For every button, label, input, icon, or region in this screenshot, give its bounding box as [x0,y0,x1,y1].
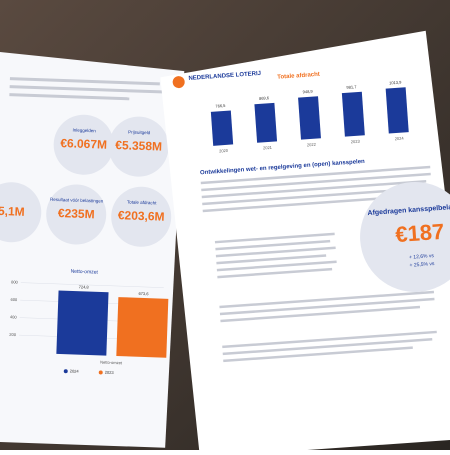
bar [341,91,365,137]
value-label: 766,5 [215,103,226,109]
legend-swatch [98,370,103,375]
bar [210,110,234,146]
y-tick-label: 600 [10,297,18,302]
stat-label: Resultaat vóór belastingen [50,197,104,204]
y-tick-label: 400 [10,314,18,319]
callout-value: €187 [395,219,446,247]
stat-circle [53,114,114,175]
bar [116,297,169,358]
logo-mark [172,76,185,89]
value-label: 673,6 [138,291,149,296]
stat-label: Prijsuitgeld [128,129,151,135]
stat-circle [108,116,169,177]
text-lines [9,77,170,101]
grid-line [20,282,164,288]
stat-value: 5,1M [0,204,25,219]
chart-title: Netto-omzet [71,269,99,276]
value-label: 1013,9 [389,80,402,86]
callout-note: + 25,5% vs [409,261,435,269]
stat-value: €6.067M [60,136,107,152]
x-tick-label: 2021 [263,145,273,151]
legend-label: 2024 [70,368,80,373]
value-label: 724,8 [79,284,90,289]
bar [385,87,409,134]
right-page: NEDERLANDSE LOTERIJ Totale afdracht 766,5… [160,30,450,455]
x-tick-label: 2024 [395,136,405,142]
paper [0,51,185,448]
legend-label: 2023 [105,370,115,375]
stat-circle [46,184,107,245]
stat-label: Inleggelden [72,128,96,134]
stat-value: €235M [58,206,95,221]
stat-label: Totale afdracht [127,199,157,205]
callout-circle [360,181,450,292]
x-axis-label: Netto-omzet [100,359,123,365]
left-page: Inleggelden €6.067M Prijsuitgeld €5.358M 5,1… [0,51,185,448]
legend-swatch [63,369,68,374]
x-tick-label: 2023 [351,139,361,145]
callout-note: + 12,6% vs [409,253,435,261]
logo: NEDERLANDSE LOTERIJ [188,71,261,82]
chart-title: Totale afdracht [277,72,320,81]
stat-circle [0,182,42,243]
stat-value: €5.358M [115,138,162,154]
value-label: 948,9 [302,89,313,95]
bar [254,102,278,143]
value-label: 981,7 [346,84,357,90]
value-label: 869,6 [259,95,270,101]
stat-value: €203,6M [118,208,165,224]
x-tick-label: 2022 [307,142,317,148]
bar [56,290,109,356]
y-tick-label: 800 [11,279,19,284]
bar [298,96,321,140]
paper [160,30,450,455]
stat-circle [111,186,172,247]
x-tick-label: 2020 [219,148,229,154]
y-tick-label: 200 [9,332,17,337]
text-lines [200,165,437,363]
